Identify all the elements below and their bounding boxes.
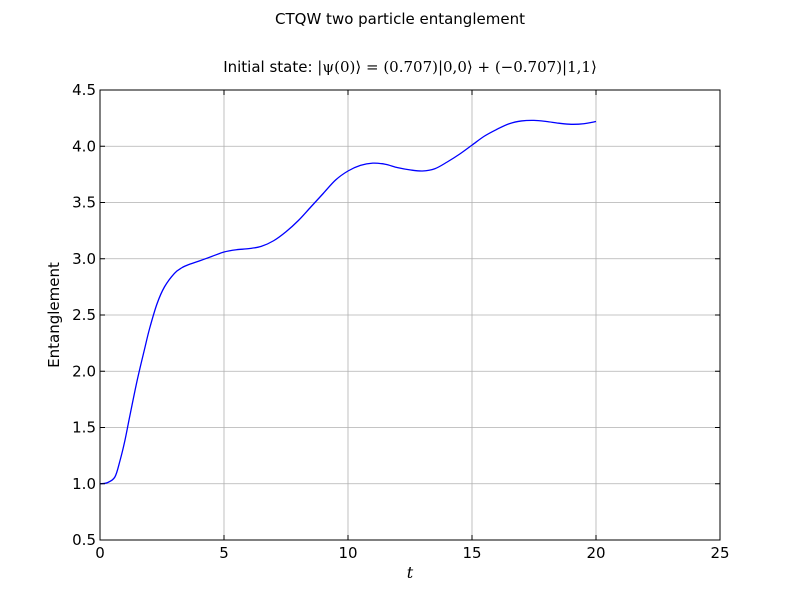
figure-title: CTQW two particle entanglement [275,10,525,28]
x-axis-label: t [407,563,414,582]
y-tick-label: 2.5 [72,306,96,324]
y-tick-label: 1.0 [72,475,96,493]
y-tick-label: 1.5 [72,419,96,437]
tick-marks [99,89,721,541]
x-tick-label: 15 [462,544,481,562]
y-tick-label: 4.5 [72,81,96,99]
y-tick-label: 0.5 [72,531,96,549]
y-tick-label: 4.0 [72,137,96,155]
x-tick-label: 10 [338,544,357,562]
plot-subtitle: Initial state: |ψ(0)⟩ = (0.707)|0,0⟩ + (… [223,58,597,76]
x-tick-label: 0 [95,544,105,562]
y-tick-label: 2.0 [72,362,96,380]
x-tick-label: 20 [586,544,605,562]
y-axis-label: Entanglement [45,262,63,368]
series-group [99,119,597,485]
subtitle-prefix: Initial state: [223,58,317,76]
x-tick-labels: 0 5 10 15 20 25 [95,544,729,562]
y-tick-label: 3.0 [72,250,96,268]
y-tick-label: 3.5 [72,194,96,212]
x-tick-label: 5 [219,544,229,562]
y-tick-labels: 0.5 1.0 1.5 2.0 2.5 3.0 3.5 4.0 4.5 [72,81,96,549]
grid-lines [100,90,720,540]
subtitle-formula: |ψ(0)⟩ = (0.707)|0,0⟩ + (−0.707)|1,1⟩ [317,58,597,76]
x-tick-label: 25 [710,544,729,562]
entanglement-series-line [99,119,597,485]
